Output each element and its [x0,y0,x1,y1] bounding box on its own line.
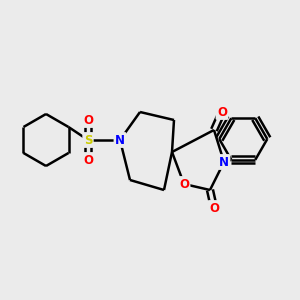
Text: O: O [217,106,227,118]
Text: N: N [115,134,125,146]
Text: O: O [209,202,219,214]
Text: O: O [83,113,93,127]
Text: O: O [83,154,93,166]
Text: O: O [179,178,189,190]
Text: N: N [219,155,229,169]
Text: S: S [84,134,92,146]
